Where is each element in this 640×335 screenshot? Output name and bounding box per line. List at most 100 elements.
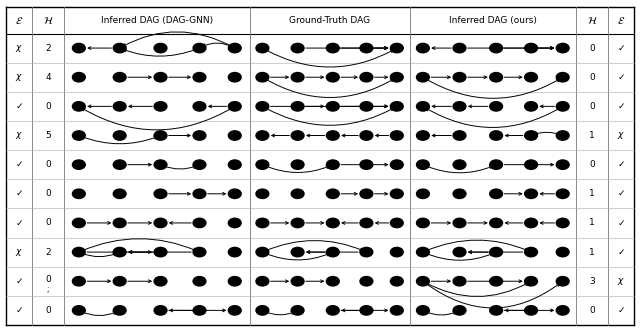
Ellipse shape: [113, 160, 126, 169]
Ellipse shape: [154, 306, 167, 315]
Ellipse shape: [525, 306, 538, 315]
Ellipse shape: [193, 72, 206, 82]
Ellipse shape: [193, 43, 206, 53]
Ellipse shape: [228, 276, 241, 286]
Ellipse shape: [256, 189, 269, 198]
Ellipse shape: [193, 276, 206, 286]
Ellipse shape: [390, 306, 403, 315]
Text: Inferred DAG (ours): Inferred DAG (ours): [449, 16, 537, 24]
Ellipse shape: [525, 189, 538, 198]
Ellipse shape: [390, 160, 403, 169]
Ellipse shape: [360, 306, 372, 315]
Ellipse shape: [525, 218, 538, 228]
Ellipse shape: [453, 160, 466, 169]
Ellipse shape: [326, 43, 339, 53]
Text: 0: 0: [45, 218, 51, 227]
Ellipse shape: [113, 131, 126, 140]
Text: $\mathcal{E}$: $\mathcal{E}$: [15, 15, 23, 25]
Ellipse shape: [556, 276, 569, 286]
Text: $\chi$: $\chi$: [617, 276, 625, 287]
Ellipse shape: [193, 189, 206, 198]
Ellipse shape: [326, 276, 339, 286]
Ellipse shape: [72, 131, 85, 140]
Ellipse shape: [525, 72, 538, 82]
Text: $\chi$: $\chi$: [15, 130, 23, 141]
Ellipse shape: [193, 102, 206, 111]
Text: 0: 0: [589, 102, 595, 111]
Ellipse shape: [72, 276, 85, 286]
Text: $\checkmark$: $\checkmark$: [617, 73, 625, 82]
Ellipse shape: [417, 160, 429, 169]
Ellipse shape: [417, 218, 429, 228]
Ellipse shape: [291, 218, 304, 228]
Ellipse shape: [360, 131, 372, 140]
Text: $\checkmark$: $\checkmark$: [15, 218, 23, 227]
Ellipse shape: [360, 189, 372, 198]
Ellipse shape: [72, 247, 85, 257]
Ellipse shape: [256, 218, 269, 228]
Ellipse shape: [326, 306, 339, 315]
Ellipse shape: [291, 160, 304, 169]
Ellipse shape: [360, 102, 372, 111]
Ellipse shape: [360, 43, 372, 53]
Text: $\mathcal{H}$: $\mathcal{H}$: [587, 15, 597, 25]
Ellipse shape: [154, 131, 167, 140]
Ellipse shape: [256, 72, 269, 82]
Ellipse shape: [291, 306, 304, 315]
Ellipse shape: [291, 189, 304, 198]
Ellipse shape: [72, 72, 85, 82]
Ellipse shape: [113, 276, 126, 286]
Text: $\mathcal{H}$: $\mathcal{H}$: [43, 15, 53, 25]
Ellipse shape: [556, 72, 569, 82]
Ellipse shape: [326, 72, 339, 82]
Ellipse shape: [390, 218, 403, 228]
Ellipse shape: [390, 102, 403, 111]
Text: $\checkmark$: $\checkmark$: [15, 102, 23, 111]
Text: 3: 3: [589, 277, 595, 286]
Text: ;: ;: [47, 285, 49, 294]
Ellipse shape: [154, 102, 167, 111]
Ellipse shape: [556, 160, 569, 169]
Text: 0: 0: [45, 160, 51, 169]
Ellipse shape: [490, 247, 502, 257]
Text: $\checkmark$: $\checkmark$: [617, 189, 625, 198]
Ellipse shape: [193, 218, 206, 228]
Ellipse shape: [72, 306, 85, 315]
Ellipse shape: [360, 247, 372, 257]
Ellipse shape: [556, 306, 569, 315]
Ellipse shape: [228, 43, 241, 53]
Ellipse shape: [417, 102, 429, 111]
Ellipse shape: [113, 43, 126, 53]
Ellipse shape: [417, 276, 429, 286]
Text: 5: 5: [45, 131, 51, 140]
Ellipse shape: [113, 102, 126, 111]
Ellipse shape: [417, 189, 429, 198]
Text: $\checkmark$: $\checkmark$: [617, 218, 625, 227]
Ellipse shape: [490, 218, 502, 228]
Ellipse shape: [390, 43, 403, 53]
Ellipse shape: [154, 276, 167, 286]
Ellipse shape: [228, 189, 241, 198]
Ellipse shape: [113, 189, 126, 198]
Text: $\checkmark$: $\checkmark$: [15, 277, 23, 286]
Ellipse shape: [256, 102, 269, 111]
Text: 1: 1: [589, 218, 595, 227]
Ellipse shape: [291, 72, 304, 82]
Ellipse shape: [72, 102, 85, 111]
Ellipse shape: [326, 247, 339, 257]
Ellipse shape: [453, 102, 466, 111]
Text: 0: 0: [45, 275, 51, 284]
Ellipse shape: [193, 306, 206, 315]
Ellipse shape: [490, 72, 502, 82]
Ellipse shape: [228, 102, 241, 111]
Text: 0: 0: [45, 102, 51, 111]
Ellipse shape: [417, 306, 429, 315]
Ellipse shape: [525, 276, 538, 286]
Ellipse shape: [453, 306, 466, 315]
Ellipse shape: [291, 131, 304, 140]
Ellipse shape: [72, 218, 85, 228]
Ellipse shape: [490, 189, 502, 198]
Ellipse shape: [72, 160, 85, 169]
Ellipse shape: [390, 276, 403, 286]
Ellipse shape: [556, 247, 569, 257]
